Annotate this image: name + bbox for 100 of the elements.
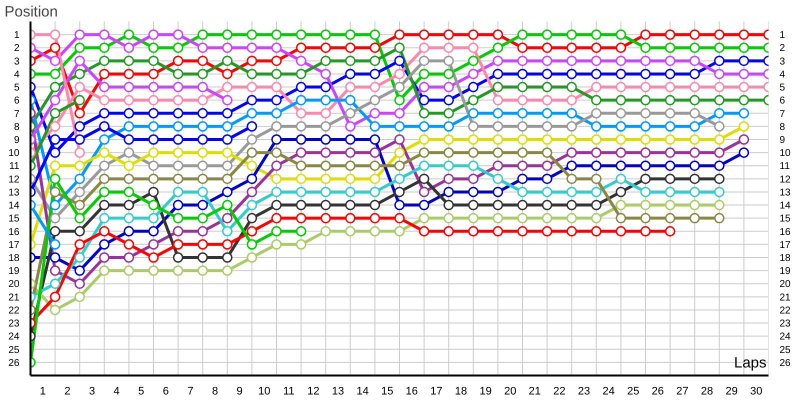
point	[640, 186, 651, 198]
point	[197, 56, 208, 66]
y2-tick-label: 12	[780, 174, 792, 186]
point	[345, 68, 356, 80]
point	[542, 56, 552, 66]
point	[517, 160, 528, 171]
point	[271, 200, 282, 210]
point	[271, 56, 282, 66]
point	[394, 200, 405, 210]
y2-tick-label: 14	[780, 200, 792, 212]
point	[492, 226, 504, 237]
point	[443, 29, 454, 40]
point	[197, 212, 208, 224]
point	[345, 200, 356, 210]
point	[640, 200, 651, 210]
point	[664, 134, 676, 145]
point	[394, 147, 405, 158]
y2-tick-label: 9	[780, 135, 786, 146]
y2-tick-label: 13	[780, 187, 792, 198]
point	[370, 160, 380, 171]
point	[640, 226, 651, 237]
point	[74, 160, 85, 171]
point	[197, 186, 208, 198]
point	[443, 186, 454, 198]
point	[197, 160, 208, 171]
point	[591, 121, 602, 132]
point	[271, 226, 282, 237]
point	[738, 29, 750, 40]
point	[591, 134, 602, 145]
point	[714, 68, 725, 80]
point	[74, 94, 85, 106]
point	[246, 56, 258, 66]
point	[172, 68, 184, 80]
point	[492, 160, 504, 171]
point	[714, 200, 725, 210]
point	[591, 212, 602, 224]
point	[468, 68, 479, 80]
point	[443, 134, 454, 145]
y-tick-label: 17	[8, 240, 20, 251]
point	[591, 94, 602, 106]
point	[320, 94, 331, 106]
point	[74, 239, 85, 250]
x-tick-label: 30	[750, 386, 762, 398]
point	[492, 29, 504, 40]
point	[99, 134, 110, 145]
point	[492, 94, 504, 106]
point	[246, 212, 258, 224]
point	[197, 108, 208, 119]
y2-tick-label: 3	[780, 56, 786, 68]
point	[296, 29, 306, 40]
y2-tick-label: 17	[780, 240, 792, 251]
point	[640, 174, 651, 184]
point	[50, 252, 60, 263]
point	[296, 186, 306, 198]
x-tick-label: 27	[676, 386, 689, 398]
point	[443, 42, 454, 53]
point	[689, 200, 700, 210]
point	[320, 42, 331, 53]
point	[370, 226, 380, 237]
point	[74, 200, 85, 210]
point	[443, 56, 454, 66]
point	[320, 134, 331, 145]
point	[124, 56, 134, 66]
y-tick-label: 10	[8, 148, 20, 160]
point	[566, 82, 577, 92]
point	[74, 265, 85, 276]
x-tick-label: 20	[504, 386, 516, 398]
point	[99, 239, 110, 250]
point	[99, 252, 110, 263]
y2-tick-label: 6	[780, 96, 786, 107]
point	[664, 42, 676, 53]
point	[197, 68, 208, 80]
point	[320, 121, 331, 132]
point	[738, 94, 750, 106]
point	[468, 160, 479, 171]
point	[566, 147, 577, 158]
point	[616, 108, 626, 119]
point	[640, 82, 651, 92]
point	[345, 108, 356, 119]
point	[370, 174, 380, 184]
y2-tick-label: 22	[780, 305, 792, 316]
point	[394, 82, 405, 92]
y-tick-label: 13	[8, 187, 20, 198]
point	[222, 147, 233, 158]
point	[271, 108, 282, 119]
point	[418, 212, 430, 224]
point	[443, 147, 454, 158]
point	[246, 121, 258, 132]
point	[172, 186, 184, 198]
point	[566, 42, 577, 53]
point	[246, 200, 258, 210]
point	[172, 252, 184, 263]
point	[394, 94, 405, 106]
point	[664, 121, 676, 132]
point	[172, 212, 184, 224]
point	[99, 147, 110, 158]
point	[148, 68, 159, 80]
point	[320, 200, 331, 210]
y2-tick-label: 23	[780, 318, 792, 330]
point	[689, 68, 700, 80]
